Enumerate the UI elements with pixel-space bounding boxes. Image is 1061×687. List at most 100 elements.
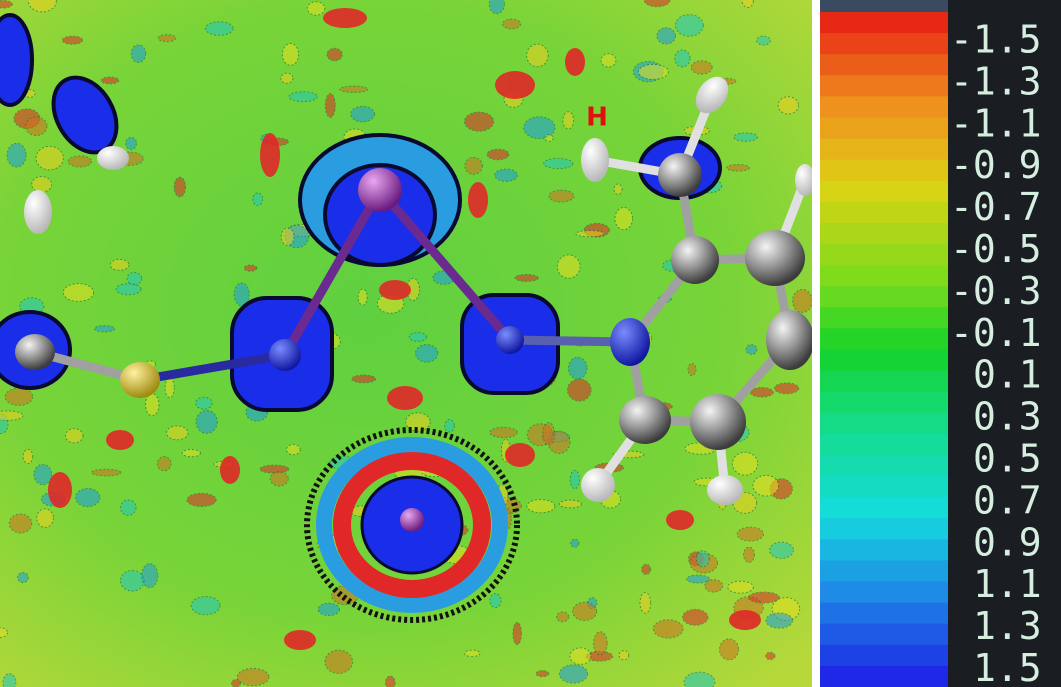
texture-blob: [65, 429, 83, 443]
texture-blob: [568, 357, 587, 379]
texture-blob: [260, 465, 289, 473]
texture-blob: [570, 648, 591, 665]
texture-blob: [696, 551, 709, 567]
color-band: [820, 160, 948, 182]
colorbar-label: 1.3: [973, 604, 1042, 648]
color-band: [820, 244, 948, 266]
texture-blob: [573, 602, 597, 620]
color-band: [820, 139, 948, 161]
texture-blob: [23, 449, 33, 463]
texture-blob: [563, 112, 574, 129]
texture-blob: [282, 43, 298, 65]
texture-blob: [527, 500, 555, 513]
texture-blob: [490, 427, 518, 437]
texture-blob: [76, 488, 100, 506]
texture-blob: [675, 15, 703, 37]
texture-blob: [793, 289, 813, 312]
color-band: [820, 624, 948, 646]
texture-blob: [601, 54, 616, 67]
texture-blob: [757, 36, 771, 45]
texture-blob: [281, 73, 293, 83]
color-band: [820, 350, 948, 372]
color-band: [820, 518, 948, 540]
color-band: [820, 286, 948, 308]
texture-blob: [7, 143, 26, 167]
texture-blob: [571, 539, 579, 547]
texture-blob: [744, 547, 755, 562]
texture-blob: [158, 35, 175, 42]
colorbar-label: -1.3: [950, 59, 1042, 103]
color-band: [820, 392, 948, 414]
texture-blob: [358, 289, 367, 305]
color-band: [820, 117, 948, 139]
colorbar-top: [820, 0, 948, 12]
colorbar-label: 0.5: [973, 437, 1042, 481]
texture-blob: [327, 48, 342, 61]
texture-blob: [18, 572, 29, 582]
texture-blob: [205, 22, 233, 36]
texture-blob: [196, 397, 212, 409]
texture-blob: [351, 106, 375, 121]
color-band: [820, 413, 948, 435]
texture-blob: [191, 597, 220, 615]
texture-blob: [91, 469, 120, 476]
texture-blob: [568, 379, 592, 401]
colorbar-label: -0.7: [950, 185, 1042, 229]
texture-blob: [165, 378, 174, 398]
color-band: [820, 371, 948, 393]
color-band: [820, 12, 948, 34]
texture-blob: [549, 190, 574, 202]
texture-blob: [728, 581, 754, 593]
texture-blob: [34, 464, 52, 484]
colorbar-label: -0.1: [950, 311, 1042, 355]
density-map: H: [0, 0, 815, 687]
texture-blob: [94, 326, 114, 332]
color-band: [820, 96, 948, 118]
texture-blob: [750, 387, 773, 397]
color-band: [820, 265, 948, 287]
texture-blob: [487, 149, 509, 160]
color-band: [820, 202, 948, 224]
texture-blob: [416, 345, 438, 363]
texture-blob: [642, 564, 651, 574]
texture-blob: [559, 665, 587, 683]
texture-blob: [36, 146, 63, 170]
color-band: [820, 328, 948, 350]
color-band: [820, 582, 948, 604]
texture-blob: [244, 265, 257, 271]
texture-blob: [513, 622, 522, 644]
texture-blob: [25, 117, 47, 136]
color-band: [820, 307, 948, 329]
colorbar-label: 1.1: [973, 562, 1042, 606]
texture-blob: [32, 177, 52, 193]
texture-blob: [126, 137, 137, 149]
texture-blob: [774, 383, 798, 394]
texture-blob: [127, 272, 142, 285]
colorbar-label: 0.1: [973, 353, 1042, 397]
color-band: [820, 539, 948, 561]
texture-blob: [557, 255, 580, 278]
texture-blob: [705, 580, 723, 592]
color-band: [820, 560, 948, 582]
texture-blob: [543, 422, 555, 445]
texture-blob: [37, 509, 54, 528]
texture-blob: [683, 609, 708, 625]
texture-blob: [615, 207, 633, 229]
texture-blob: [495, 169, 518, 181]
texture-blob: [653, 620, 683, 638]
texture-blob: [9, 514, 31, 533]
texture-blob: [318, 603, 339, 615]
texture-blob: [131, 45, 146, 63]
colorbar-label: 0.9: [973, 520, 1042, 564]
color-band: [820, 33, 948, 55]
texture-blob: [281, 228, 294, 246]
texture-blob: [557, 612, 569, 622]
colorbar-label: 1.5: [973, 646, 1042, 687]
texture-blob: [688, 363, 696, 375]
color-band: [820, 497, 948, 519]
colorbar-label: -0.9: [950, 143, 1042, 187]
color-band: [820, 181, 948, 203]
texture-blob: [166, 426, 188, 440]
texture-blob: [409, 333, 426, 342]
texture-blob: [182, 449, 200, 456]
